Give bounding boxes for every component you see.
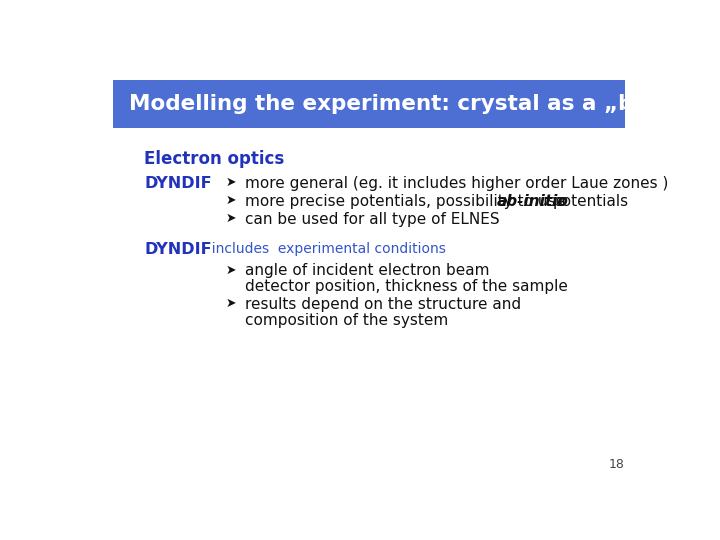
Text: DYNDIF: DYNDIF (144, 242, 212, 257)
FancyBboxPatch shape (113, 80, 625, 128)
Text: ab-initio: ab-initio (497, 194, 569, 209)
Text: 18: 18 (609, 458, 625, 471)
Text: angle of incident electron beam: angle of incident electron beam (245, 264, 490, 279)
Text: more general (eg. it includes higher order Laue zones ): more general (eg. it includes higher ord… (245, 177, 668, 192)
Text: ➤: ➤ (225, 177, 236, 190)
Text: ➤: ➤ (225, 264, 236, 276)
Text: Electron optics: Electron optics (144, 150, 284, 167)
Text: more precise potentials, possibility to use: more precise potentials, possibility to … (245, 194, 570, 209)
Text: ➤: ➤ (225, 194, 236, 207)
Text: can be used for all type of ELNES: can be used for all type of ELNES (245, 212, 500, 227)
Text: DYNDIF: DYNDIF (144, 242, 212, 257)
Text: DYNDIF: DYNDIF (144, 177, 212, 192)
Text: composition of the system: composition of the system (245, 313, 449, 328)
Text: potentials: potentials (552, 194, 629, 209)
Text: ➤: ➤ (225, 212, 236, 225)
Text: Modelling the experiment: crystal as a „beam splitter“: Modelling the experiment: crystal as a „… (129, 94, 720, 114)
Text: results depend on the structure and: results depend on the structure and (245, 298, 521, 312)
Text: ➤: ➤ (225, 298, 236, 310)
Text: includes  experimental conditions: includes experimental conditions (203, 242, 446, 256)
Text: detector position, thickness of the sample: detector position, thickness of the samp… (245, 279, 568, 294)
